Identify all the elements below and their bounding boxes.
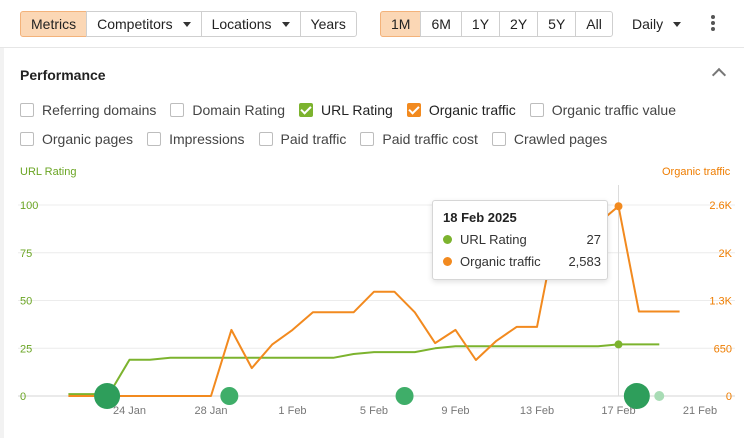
checkbox[interactable] bbox=[258, 132, 273, 146]
left-tick-label: 75 bbox=[20, 248, 32, 260]
toolbar: Metrics Competitors Locations Years 1M 6M 1Y 2… bbox=[0, 0, 744, 48]
performance-chart[interactable]: 100 2.6K 75 2K 50 1.3K 25 650 0 0 24 Jan 28 Jan 1 Fe… bbox=[0, 180, 744, 438]
right-tick-label: 1.3K bbox=[709, 296, 732, 308]
x-tick-label: 17 Feb bbox=[601, 405, 635, 417]
range-6m[interactable]: 6M bbox=[420, 11, 462, 37]
hover-point-organic-traffic bbox=[614, 202, 623, 211]
tab-competitors[interactable]: Competitors bbox=[86, 11, 202, 37]
tooltip-series-value: 27 bbox=[586, 232, 601, 247]
chevron-up-icon[interactable] bbox=[711, 67, 727, 83]
metric-label: URL Rating bbox=[321, 102, 393, 118]
x-tick-label: 13 Feb bbox=[520, 405, 554, 417]
annotation-marker bbox=[395, 387, 414, 405]
card-title: Performance bbox=[20, 67, 106, 83]
kebab-icon[interactable] bbox=[708, 15, 718, 35]
tab-metrics[interactable]: Metrics bbox=[20, 11, 88, 37]
left-tick-label: 25 bbox=[20, 343, 32, 355]
metric-label: Organic pages bbox=[42, 131, 134, 147]
metric-domain-rating[interactable]: Domain Rating bbox=[170, 101, 285, 119]
metric-label: Impressions bbox=[169, 131, 245, 147]
metrics-row-1: Referring domains Domain Rating URL Rating… bbox=[20, 101, 690, 119]
hover-point-url-rating bbox=[614, 340, 623, 349]
tab-years[interactable]: Years bbox=[299, 11, 357, 37]
annotation-marker bbox=[220, 387, 239, 405]
tooltip-row-url-rating: URL Rating 27 bbox=[443, 232, 601, 247]
range-all[interactable]: All bbox=[575, 11, 613, 37]
tooltip-series-name: URL Rating bbox=[460, 232, 527, 247]
series-line-url-rating bbox=[68, 343, 660, 396]
range-selector: 1M 6M 1Y 2Y 5Y All bbox=[380, 11, 613, 37]
chevron-down-icon bbox=[182, 21, 191, 27]
right-tick-label: 2.6K bbox=[709, 200, 732, 212]
x-tick-label: 24 Jan bbox=[113, 405, 146, 417]
page-edge bbox=[0, 48, 4, 438]
metric-label: Domain Rating bbox=[192, 102, 285, 118]
annotation-marker bbox=[94, 383, 121, 409]
left-tick-label: 100 bbox=[20, 200, 38, 212]
tab-label: Locations bbox=[211, 16, 272, 32]
metric-url-rating[interactable]: URL Rating bbox=[299, 101, 393, 119]
right-tick-label: 0 bbox=[726, 391, 732, 403]
metric-organic-traffic[interactable]: Organic traffic bbox=[406, 101, 516, 119]
tooltip-date: 18 Feb 2025 bbox=[443, 210, 517, 225]
chevron-down-icon bbox=[673, 21, 682, 27]
right-axis-title: Organic traffic bbox=[662, 166, 731, 178]
checkbox[interactable] bbox=[20, 132, 34, 146]
metric-crawled-pages[interactable]: Crawled pages bbox=[491, 130, 608, 148]
checkbox[interactable] bbox=[170, 103, 185, 117]
metric-paid-traffic-cost[interactable]: Paid traffic cost bbox=[360, 130, 478, 148]
chevron-down-icon bbox=[281, 21, 290, 27]
right-tick-label: 2K bbox=[719, 248, 733, 260]
checkbox[interactable] bbox=[360, 132, 375, 146]
checkbox[interactable] bbox=[529, 103, 544, 117]
metric-referring-domains[interactable]: Referring domains bbox=[20, 101, 156, 119]
tooltip-row-organic-traffic: Organic traffic 2,583 bbox=[443, 254, 601, 269]
checkbox[interactable] bbox=[147, 132, 162, 146]
metric-label: Crawled pages bbox=[513, 131, 608, 147]
range-1y[interactable]: 1Y bbox=[460, 11, 501, 37]
metric-label: Referring domains bbox=[42, 102, 157, 118]
interval-label: Daily bbox=[632, 16, 664, 32]
tooltip-series-name: Organic traffic bbox=[460, 254, 541, 269]
range-1m[interactable]: 1M bbox=[380, 11, 422, 37]
tab-label: Competitors bbox=[97, 16, 173, 32]
tooltip-dot bbox=[443, 257, 452, 266]
checkbox[interactable] bbox=[299, 103, 313, 117]
view-tabs: Metrics Competitors Locations Years bbox=[20, 11, 357, 37]
metric-label: Paid traffic bbox=[280, 131, 347, 147]
x-tick-label: 1 Feb bbox=[278, 405, 306, 417]
tab-label: Years bbox=[310, 16, 346, 32]
metric-label: Organic traffic value bbox=[551, 102, 676, 118]
metric-label: Organic traffic bbox=[428, 102, 516, 118]
metrics-row-2: Organic pages Impressions Paid traffic Paid… bbox=[20, 130, 621, 148]
tab-locations[interactable]: Locations bbox=[200, 11, 301, 37]
annotation-marker bbox=[623, 383, 650, 409]
metric-paid-traffic[interactable]: Paid traffic bbox=[258, 130, 347, 148]
tooltip-series-value: 2,583 bbox=[568, 254, 601, 269]
x-tick-label: 9 Feb bbox=[441, 405, 469, 417]
metric-organic-traffic-value[interactable]: Organic traffic value bbox=[529, 101, 676, 119]
checkbox[interactable] bbox=[406, 103, 421, 117]
range-5y[interactable]: 5Y bbox=[537, 11, 577, 37]
x-tick-label: 21 Feb bbox=[683, 405, 717, 417]
left-tick-label: 50 bbox=[20, 296, 32, 308]
range-2y[interactable]: 2Y bbox=[499, 11, 539, 37]
metric-organic-pages[interactable]: Organic pages bbox=[20, 130, 133, 148]
metric-label: Paid traffic cost bbox=[382, 131, 478, 147]
metric-impressions[interactable]: Impressions bbox=[147, 130, 245, 148]
checkbox[interactable] bbox=[491, 132, 506, 146]
right-tick-label: 650 bbox=[714, 343, 732, 355]
interval-dropdown[interactable]: Daily bbox=[624, 11, 689, 37]
tooltip-dot bbox=[443, 235, 452, 244]
x-tick-label: 28 Jan bbox=[194, 405, 227, 417]
chart-tooltip: 18 Feb 2025 URL Rating 27 Organic traffi… bbox=[432, 200, 608, 280]
checkbox[interactable] bbox=[20, 103, 34, 117]
x-tick-label: 5 Feb bbox=[360, 405, 388, 417]
left-tick-label: 0 bbox=[20, 391, 26, 403]
tab-label: Metrics bbox=[31, 16, 77, 32]
annotation-marker bbox=[654, 391, 665, 401]
left-axis-title: URL Rating bbox=[20, 166, 77, 178]
